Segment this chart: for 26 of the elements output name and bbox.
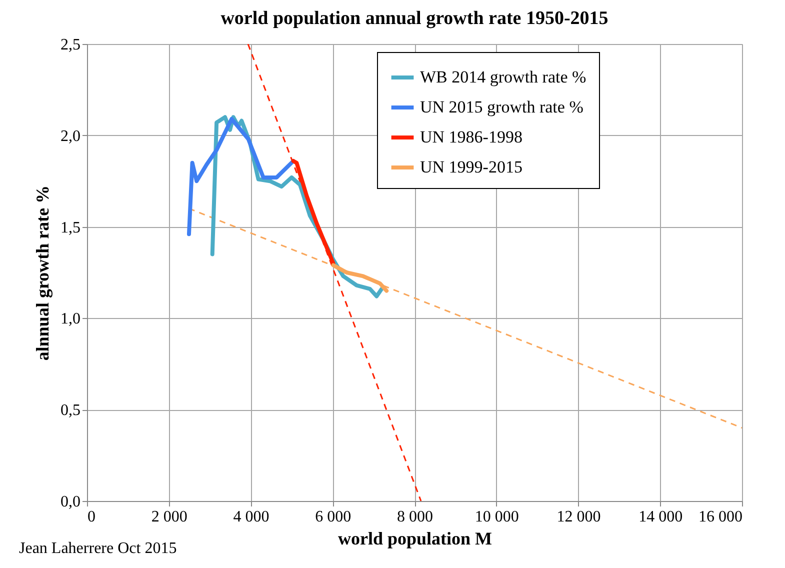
y-tick-label: 1,0 [60,310,80,328]
y-tick-label: 2,0 [60,128,80,145]
chart-title: world population annual growth rate 1950-2015 [220,8,608,29]
line-series [331,263,389,293]
legend-label: WB 2014 growth rate % [420,68,586,86]
y-tick-label: 1,5 [60,219,80,236]
y-tick-label: 2,5 [60,36,80,54]
legend-label: UN 1986-1998 [420,128,522,146]
line-series [291,158,336,266]
x-tick-label: 2 000 [151,508,188,526]
x-tick-label: 6 000 [315,508,352,526]
legend-label: UN 1999-2015 [420,158,522,176]
x-tick-label: 4 000 [233,508,270,526]
x-tick-label: 8 000 [397,508,433,526]
x-tick-label: 0 [88,508,96,526]
y-tick-label: 0,0 [60,494,80,510]
text: Jean Laherrere Oct 2015 [19,540,177,557]
x-tick-label: 14 000 [638,508,683,526]
y-axis-title: alnnual growth rate % [32,185,52,361]
y-tick-label: 0,5 [60,402,80,420]
line-series [186,116,296,236]
x-tick-label: 10 000 [474,508,519,526]
x-tick-label: 12 000 [556,508,601,526]
legend-label: UN 2015 growth rate % [420,98,584,116]
x-axis-title: world population M [338,528,492,548]
x-tick-label: 16 000 [698,508,742,526]
